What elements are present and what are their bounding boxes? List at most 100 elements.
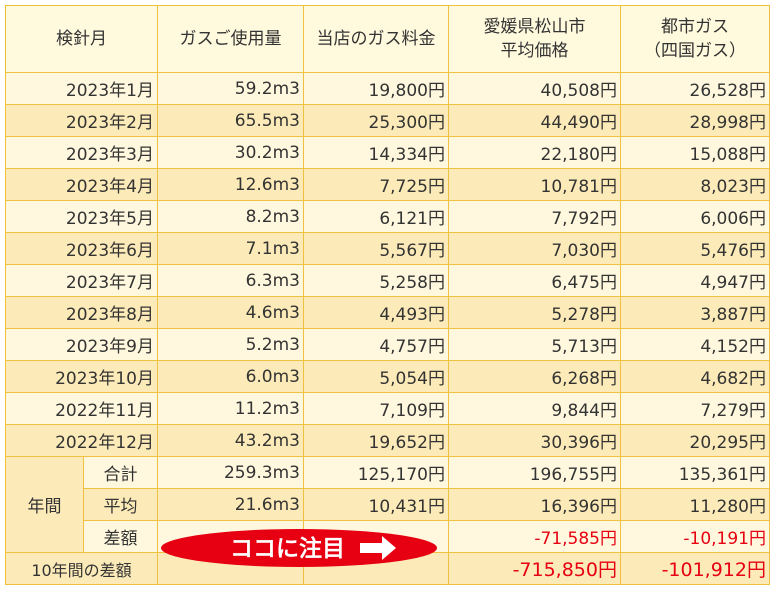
average-price-cell: 5,278円 (448, 296, 621, 329)
table-row: 2023年4月 12.6m3 7,725円 10,781円 8,023円 (5, 168, 770, 201)
usage-cell: 11.2m3 (157, 392, 304, 425)
table-row: 2023年2月 65.5m3 25,300円 44,490円 28,998円 (5, 104, 770, 137)
diff-label: 差額 (83, 520, 158, 553)
city-gas-cell: 4,947円 (620, 264, 770, 297)
average-price-cell: 30,396円 (448, 424, 621, 457)
usage-cell: 6.3m3 (157, 264, 304, 297)
header-average-price: 愛媛県松山市 平均価格 (448, 5, 621, 73)
city-gas-cell: 3,887円 (620, 296, 770, 329)
city-gas-cell: 8,023円 (620, 168, 770, 201)
callout-ellipse (161, 529, 437, 567)
average-label: 平均 (83, 488, 158, 521)
header-usage: ガスご使用量 (157, 5, 304, 73)
annual-diff-row: 差額 -71,585円 -10,191円 (6, 520, 770, 553)
our-price-cell: 7,725円 (303, 168, 449, 201)
gas-price-table: 検針月 ガスご使用量 当店のガス料金 愛媛県松山市 平均価格 都市ガス （四国ガ… (5, 5, 770, 585)
average-price-cell: 9,844円 (448, 392, 621, 425)
month-cell: 2023年9月 (5, 328, 158, 361)
usage-cell: 43.2m3 (157, 424, 304, 457)
total-our: 125,170円 (303, 456, 449, 489)
annual-average-row: 平均 21.6m3 10,431円 16,396円 11,280円 (6, 488, 770, 521)
table-row: 2022年12月 43.2m3 19,652円 30,396円 20,295円 (5, 424, 770, 457)
table-row: 2023年10月 6.0m3 5,054円 6,268円 4,682円 (5, 360, 770, 393)
city-gas-cell: 7,279円 (620, 392, 770, 425)
city-gas-cell: 4,152円 (620, 328, 770, 361)
total-city: 135,361円 (620, 456, 770, 489)
total-avg: 196,755円 (448, 456, 621, 489)
header-average-line1: 愛媛県松山市 (483, 17, 586, 37)
average-price-cell: 7,792円 (448, 200, 621, 233)
usage-cell: 12.6m3 (157, 168, 304, 201)
month-cell: 2022年12月 (5, 424, 158, 457)
usage-cell: 5.2m3 (157, 328, 304, 361)
month-cell: 2023年8月 (5, 296, 158, 329)
city-gas-cell: 20,295円 (620, 424, 770, 457)
average-price-cell: 44,490円 (448, 104, 621, 137)
ten-year-city: -101,912円 (620, 552, 770, 585)
header-month: 検針月 (5, 5, 158, 73)
header-city-line1: 都市ガス (661, 17, 729, 37)
month-cell: 2023年5月 (5, 200, 158, 233)
total-usage: 259.3m3 (157, 456, 304, 489)
our-price-cell: 14,334円 (303, 136, 449, 169)
usage-cell: 65.5m3 (157, 104, 304, 137)
average-avg: 16,396円 (448, 488, 621, 521)
usage-cell: 7.1m3 (157, 232, 304, 265)
table-row: 2023年6月 7.1m3 5,567円 7,030円 5,476円 (5, 232, 770, 265)
table-row: 2023年7月 6.3m3 5,258円 6,475円 4,947円 (5, 264, 770, 297)
header-city-line2: （四国ガス） (644, 41, 746, 61)
average-price-cell: 6,268円 (448, 360, 621, 393)
month-cell: 2023年1月 (5, 72, 158, 105)
month-cell: 2023年6月 (5, 232, 158, 265)
header-average-line2: 平均価格 (500, 41, 569, 61)
usage-cell: 30.2m3 (157, 136, 304, 169)
month-cell: 2023年10月 (5, 360, 158, 393)
diff-avg: -71,585円 (448, 520, 621, 553)
our-price-cell: 5,567円 (303, 232, 449, 265)
arrow-right-icon (360, 536, 396, 560)
callout-text: ココに注目 (230, 535, 345, 562)
total-label: 合計 (83, 456, 158, 489)
month-cell: 2023年3月 (5, 136, 158, 169)
month-cell: 2023年4月 (5, 168, 158, 201)
average-usage: 21.6m3 (157, 488, 304, 521)
our-price-cell: 19,800円 (303, 72, 449, 105)
header-city-gas: 都市ガス （四国ガス） (620, 5, 770, 73)
table-row: 2023年9月 5.2m3 4,757円 5,713円 4,152円 (5, 328, 770, 361)
table-row: 2023年5月 8.2m3 6,121円 7,792円 6,006円 (5, 200, 770, 233)
city-gas-cell: 6,006円 (620, 200, 770, 233)
table-row: 2023年8月 4.6m3 4,493円 5,278円 3,887円 (5, 296, 770, 329)
month-cell: 2022年11月 (5, 392, 158, 425)
average-city: 11,280円 (620, 488, 770, 521)
callout-badge: ココに注目 (161, 529, 437, 567)
our-price-cell: 4,757円 (303, 328, 449, 361)
city-gas-cell: 28,998円 (620, 104, 770, 137)
header-row: 検針月 ガスご使用量 当店のガス料金 愛媛県松山市 平均価格 都市ガス （四国ガ… (5, 5, 770, 73)
our-price-cell: 25,300円 (303, 104, 449, 137)
our-price-cell: 5,258円 (303, 264, 449, 297)
our-price-cell: 4,493円 (303, 296, 449, 329)
city-gas-cell: 4,682円 (620, 360, 770, 393)
header-our-price: 当店のガス料金 (303, 5, 449, 73)
average-price-cell: 10,781円 (448, 168, 621, 201)
table-row: 2023年1月 59.2m3 19,800円 40,508円 26,528円 (5, 72, 770, 105)
average-our: 10,431円 (303, 488, 449, 521)
average-price-cell: 40,508円 (448, 72, 621, 105)
our-price-cell: 6,121円 (303, 200, 449, 233)
our-price-cell: 5,054円 (303, 360, 449, 393)
ten-year-label: 10年間の差額 (5, 552, 158, 585)
average-price-cell: 5,713円 (448, 328, 621, 361)
usage-cell: 4.6m3 (157, 296, 304, 329)
city-gas-cell: 5,476円 (620, 232, 770, 265)
table-row: 2022年11月 11.2m3 7,109円 9,844円 7,279円 (5, 392, 770, 425)
our-price-cell: 7,109円 (303, 392, 449, 425)
annual-total-row: 年間 合計 259.3m3 125,170円 196,755円 135,361円 (5, 456, 770, 553)
month-cell: 2023年7月 (5, 264, 158, 297)
usage-cell: 6.0m3 (157, 360, 304, 393)
annual-label: 年間 (5, 456, 84, 553)
ten-year-avg: -715,850円 (448, 552, 621, 585)
usage-cell: 8.2m3 (157, 200, 304, 233)
table-row: 2023年3月 30.2m3 14,334円 22,180円 15,088円 (5, 136, 770, 169)
average-price-cell: 6,475円 (448, 264, 621, 297)
average-price-cell: 22,180円 (448, 136, 621, 169)
